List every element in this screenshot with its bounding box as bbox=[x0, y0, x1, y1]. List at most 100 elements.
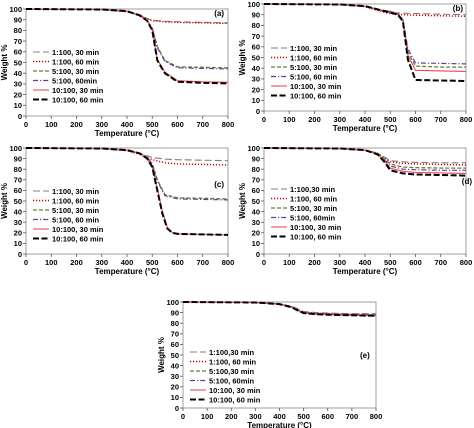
x-tick-label: 200 bbox=[225, 412, 238, 421]
y-tick-label: 40 bbox=[252, 207, 260, 216]
y-axis-title: Weight % bbox=[238, 183, 247, 219]
legend-entry: 10:100, 60 min bbox=[52, 95, 104, 104]
series-line-4 bbox=[263, 147, 466, 171]
y-tick-label: 80 bbox=[252, 21, 260, 30]
series-line-3 bbox=[263, 147, 466, 169]
y-tick-label: 40 bbox=[14, 207, 22, 216]
y-tick-label: 10 bbox=[14, 101, 22, 110]
y-tick-label: 20 bbox=[252, 85, 260, 94]
y-tick-label: 100 bbox=[247, 0, 260, 9]
x-tick-label: 0 bbox=[181, 412, 185, 421]
x-axis-title: Temperature (°C) bbox=[333, 124, 398, 133]
y-axis-title: Weight % bbox=[238, 40, 247, 76]
legend-entry: 10:100, 30 min bbox=[52, 86, 104, 95]
legend-entry: 5:100, 60min bbox=[209, 376, 254, 385]
series-line-6 bbox=[25, 147, 229, 236]
y-tick-label: 100 bbox=[9, 144, 22, 153]
y-tick-label: 20 bbox=[252, 229, 260, 238]
y-tick-label: 100 bbox=[9, 5, 22, 14]
y-tick-label: 80 bbox=[252, 165, 260, 174]
series-line-2 bbox=[263, 3, 467, 17]
legend-entry: 1:100, 60 min bbox=[290, 194, 338, 203]
x-tick-label: 500 bbox=[384, 258, 397, 267]
y-tick-label: 0 bbox=[18, 250, 22, 259]
series-line-5 bbox=[263, 3, 467, 72]
legend-entry: 5:100, 30 min bbox=[52, 67, 100, 76]
series-line-6 bbox=[182, 301, 377, 317]
legend-entry: 1:100, 30 min bbox=[290, 44, 338, 53]
y-axis-title: Weight % bbox=[0, 183, 9, 219]
y-tick-label: 40 bbox=[14, 69, 22, 78]
y-tick-label: 40 bbox=[171, 361, 179, 370]
y-tick-label: 50 bbox=[252, 53, 260, 62]
legend-entry: 5:100, 60min bbox=[290, 213, 335, 222]
legend-entry: 1:100,30 min bbox=[209, 348, 254, 357]
x-axis-title: Temperature (°C) bbox=[95, 129, 160, 138]
y-tick-label: 60 bbox=[171, 340, 179, 349]
x-tick-label: 100 bbox=[283, 115, 296, 124]
legend-entry: 1:100, 60 min bbox=[52, 196, 100, 205]
x-tick-label: 400 bbox=[359, 115, 372, 124]
y-tick-label: 20 bbox=[171, 383, 179, 392]
x-tick-label: 800 bbox=[370, 412, 383, 421]
series-line-2 bbox=[25, 8, 229, 25]
legend-entry: 1:100, 30 min bbox=[52, 48, 100, 57]
y-tick-label: 30 bbox=[252, 75, 260, 84]
x-tick-label: 0 bbox=[24, 120, 28, 129]
x-tick-label: 700 bbox=[196, 120, 209, 129]
legend-entry: 1:100, 60 min bbox=[52, 57, 100, 66]
legend-entry: 10:100, 30 min bbox=[52, 225, 104, 234]
x-tick-label: 400 bbox=[359, 258, 372, 267]
y-tick-label: 20 bbox=[14, 90, 22, 99]
y-tick-label: 50 bbox=[171, 351, 179, 360]
x-tick-label: 200 bbox=[308, 115, 321, 124]
y-tick-label: 90 bbox=[252, 154, 260, 163]
legend-entry: 5:100, 60 min bbox=[52, 215, 100, 224]
x-tick-label: 300 bbox=[249, 412, 262, 421]
y-tick-label: 70 bbox=[171, 330, 179, 339]
x-tick-label: 100 bbox=[283, 258, 296, 267]
x-tick-label: 400 bbox=[121, 258, 134, 267]
legend-entry: 10:100, 30 min bbox=[290, 223, 342, 232]
x-tick-label: 600 bbox=[171, 258, 184, 267]
series-line-5 bbox=[25, 8, 229, 83]
x-tick-label: 300 bbox=[333, 258, 346, 267]
x-tick-label: 100 bbox=[201, 412, 214, 421]
x-tick-label: 600 bbox=[409, 258, 422, 267]
y-tick-label: 30 bbox=[14, 80, 22, 89]
x-tick-label: 100 bbox=[45, 120, 58, 129]
x-tick-label: 600 bbox=[321, 412, 334, 421]
legend-entry: 10:100, 60 min bbox=[209, 395, 261, 404]
x-tick-label: 800 bbox=[222, 120, 235, 129]
y-tick-label: 70 bbox=[252, 176, 260, 185]
y-tick-label: 80 bbox=[171, 319, 179, 328]
y-tick-label: 90 bbox=[252, 11, 260, 20]
x-tick-label: 500 bbox=[384, 115, 397, 124]
x-tick-label: 100 bbox=[45, 258, 58, 267]
x-tick-label: 500 bbox=[297, 412, 310, 421]
x-tick-label: 300 bbox=[95, 120, 108, 129]
y-tick-label: 80 bbox=[14, 26, 22, 35]
panel-label: (d) bbox=[462, 177, 473, 186]
x-tick-label: 200 bbox=[70, 120, 83, 129]
x-tick-label: 600 bbox=[409, 115, 422, 124]
y-tick-label: 90 bbox=[14, 16, 22, 25]
x-tick-label: 400 bbox=[273, 412, 286, 421]
x-tick-label: 300 bbox=[333, 115, 346, 124]
x-tick-label: 300 bbox=[95, 258, 108, 267]
x-tick-label: 700 bbox=[196, 258, 209, 267]
x-tick-label: 500 bbox=[146, 258, 159, 267]
legend-entry: 1:100,30 min bbox=[290, 185, 335, 194]
legend-entry: 10:100, 30 min bbox=[290, 82, 342, 91]
panel-label: (b) bbox=[453, 4, 464, 13]
legend-entry: 5:100, 60 min bbox=[290, 72, 338, 81]
series-line-2 bbox=[263, 147, 467, 166]
x-axis-title: Temperature (°C) bbox=[247, 421, 312, 428]
y-tick-label: 90 bbox=[171, 308, 179, 317]
panel-label: (e) bbox=[360, 351, 370, 360]
